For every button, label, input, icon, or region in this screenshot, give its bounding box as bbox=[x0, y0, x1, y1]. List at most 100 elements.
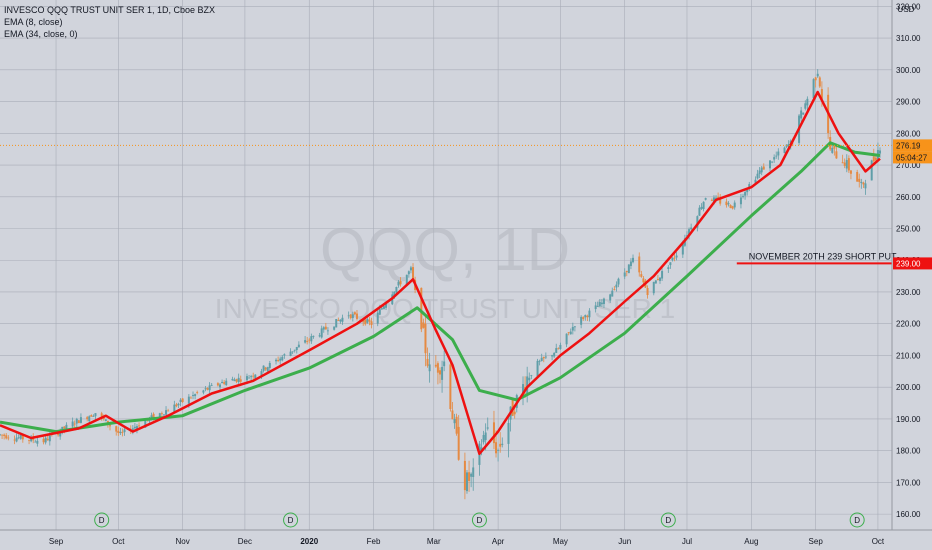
time-tick-label: Nov bbox=[176, 537, 190, 546]
time-axis[interactable]: Sep Oct Nov Dec 2020 Feb Mar Apr May Jun Jul Aug Sep… bbox=[0, 529, 932, 546]
candle-body bbox=[841, 162, 844, 164]
candle-body bbox=[451, 410, 454, 420]
dividend-marker bbox=[471, 512, 487, 528]
time-tick-label: Jun bbox=[618, 537, 631, 546]
candle-body bbox=[252, 375, 255, 377]
candle-body bbox=[376, 312, 379, 324]
candle-body bbox=[277, 359, 280, 362]
time-tick-label: Apr bbox=[492, 537, 505, 546]
price-tick-label: 190.00 bbox=[896, 415, 921, 424]
candle-body bbox=[322, 327, 325, 330]
candle-body bbox=[441, 366, 444, 380]
candle-body bbox=[160, 413, 163, 415]
short-put-annotation[interactable]: NOVEMBER 20TH 239 SHORT PUT bbox=[736, 251, 897, 265]
candle-body bbox=[231, 378, 234, 381]
price-tick-label: 200.00 bbox=[896, 383, 921, 392]
candle-body bbox=[499, 443, 502, 447]
candle-body bbox=[754, 179, 757, 183]
watermark-symbol: QQQ, 1D bbox=[320, 216, 570, 283]
candle-body bbox=[495, 442, 498, 454]
candle-body bbox=[436, 363, 439, 373]
candle-body bbox=[181, 398, 184, 403]
candle-body bbox=[812, 79, 815, 98]
candle-body bbox=[594, 305, 597, 310]
candle-body bbox=[465, 472, 468, 492]
legend-title[interactable]: INVESCO QQQ TRUST UNIT SER 1, 1D, Cboe B… bbox=[4, 5, 216, 15]
candle-body bbox=[364, 319, 367, 325]
candle-body bbox=[73, 423, 76, 425]
candle-body bbox=[208, 385, 211, 391]
candle-body bbox=[131, 428, 134, 431]
candle-body bbox=[144, 420, 147, 428]
candle-body bbox=[470, 473, 473, 477]
candle-body bbox=[310, 336, 313, 342]
candle-body bbox=[291, 351, 294, 353]
candle-body bbox=[378, 309, 381, 315]
candle-body bbox=[0, 434, 1, 436]
chart-legend: INVESCO QQQ TRUST UNIT SER 1, 1D, Cboe B… bbox=[4, 4, 215, 40]
candle-body bbox=[44, 437, 47, 443]
candle-body bbox=[704, 198, 707, 200]
candle-body bbox=[339, 319, 342, 322]
candle-body bbox=[600, 302, 603, 305]
candle-body bbox=[690, 227, 693, 230]
candle-body bbox=[638, 256, 641, 273]
candle-body bbox=[28, 439, 31, 441]
candle-body bbox=[405, 274, 408, 286]
candle-body bbox=[806, 98, 809, 106]
candle-body bbox=[428, 364, 431, 372]
ema-fast-line bbox=[0, 90, 881, 456]
price-tick-label: 280.00 bbox=[896, 129, 921, 138]
candle-body bbox=[820, 89, 823, 99]
candle-body bbox=[864, 183, 867, 189]
candle-body bbox=[482, 434, 485, 443]
candle-body bbox=[860, 181, 863, 184]
candle-body bbox=[584, 315, 587, 318]
candle-body bbox=[233, 379, 236, 382]
candle-body bbox=[731, 206, 734, 209]
candle-body bbox=[710, 199, 713, 201]
candle-body bbox=[48, 435, 51, 442]
candle-body bbox=[627, 264, 630, 274]
candle-body bbox=[248, 377, 251, 379]
candle-body bbox=[814, 77, 817, 81]
candle-body bbox=[239, 379, 242, 382]
candle-body bbox=[567, 332, 570, 334]
candle-body bbox=[632, 257, 635, 263]
candle-body bbox=[544, 356, 547, 358]
candle-body bbox=[297, 344, 300, 348]
candle-body bbox=[818, 77, 821, 87]
candle-body bbox=[210, 384, 213, 386]
short-put-level-tag bbox=[893, 257, 932, 270]
candle-body bbox=[192, 395, 195, 396]
candle-body bbox=[393, 291, 396, 297]
candle-body bbox=[507, 422, 510, 444]
legend-ema-slow[interactable]: EMA (34, close, 0) bbox=[4, 29, 78, 39]
candle-body bbox=[457, 426, 460, 460]
candle-body bbox=[598, 302, 601, 307]
candle-body bbox=[536, 360, 539, 377]
candle-body bbox=[835, 151, 838, 159]
candle-body bbox=[845, 160, 848, 169]
price-tick-label: 160.00 bbox=[896, 510, 921, 519]
candle-body bbox=[353, 312, 356, 315]
candle-body bbox=[380, 308, 383, 310]
countdown-tag bbox=[893, 151, 932, 164]
candle-body bbox=[275, 359, 278, 362]
candle-body bbox=[318, 335, 321, 337]
candle-body bbox=[42, 438, 45, 443]
candle-body bbox=[7, 437, 10, 439]
ema-slow-line bbox=[0, 141, 881, 434]
candle-body bbox=[762, 166, 765, 170]
candle-body bbox=[702, 201, 705, 210]
candle-body bbox=[758, 170, 761, 174]
candle-body bbox=[306, 340, 309, 342]
candle-body bbox=[712, 197, 715, 203]
candle-body bbox=[874, 157, 877, 161]
candle-body bbox=[472, 467, 475, 477]
candle-body bbox=[688, 229, 691, 236]
legend-ema-fast[interactable]: EMA (8, close) bbox=[4, 17, 63, 27]
candle-body bbox=[13, 439, 16, 441]
